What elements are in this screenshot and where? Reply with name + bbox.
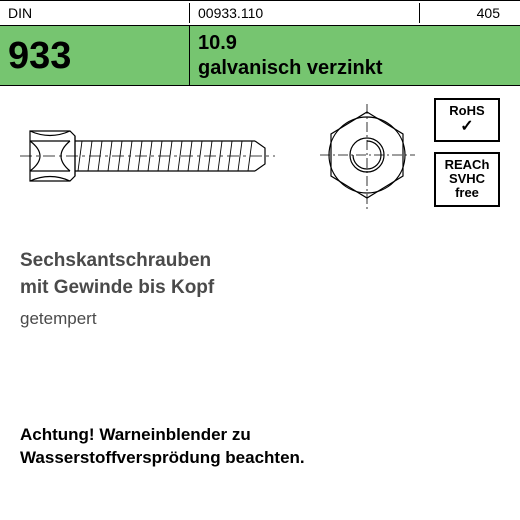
warning-line2: Wasserstoffversprödung beachten. xyxy=(20,447,305,470)
hexagon-axial-icon xyxy=(320,104,415,209)
badges: RoHS ✓ REACh SVHC free xyxy=(434,98,500,207)
green-right: 10.9 galvanisch verzinkt xyxy=(190,26,520,85)
reach-badge: REACh SVHC free xyxy=(434,152,500,207)
desc-title: Sechskantschrauben xyxy=(20,248,214,275)
reach-line2: SVHC xyxy=(438,172,496,186)
warning-line1: Achtung! Warneinblender zu xyxy=(20,424,305,447)
warning-block: Achtung! Warneinblender zu Wasserstoffve… xyxy=(20,424,305,470)
header-code: 00933.110 xyxy=(190,3,420,23)
check-icon: ✓ xyxy=(438,118,496,136)
rohs-badge: RoHS ✓ xyxy=(434,98,500,142)
header-row: DIN 00933.110 405 xyxy=(0,0,520,26)
grade-text: 10.9 xyxy=(198,32,512,55)
diagram-area: RoHS ✓ REACh SVHC free xyxy=(0,86,520,226)
bolt-side-icon xyxy=(20,116,280,206)
reach-line1: REACh xyxy=(438,158,496,172)
header-right-code: 405 xyxy=(420,3,520,23)
header-din-label: DIN xyxy=(0,3,190,23)
din-number: 933 xyxy=(8,37,181,75)
description-block: Sechskantschrauben mit Gewinde bis Kopf … xyxy=(20,248,214,331)
green-row: 933 10.9 galvanisch verzinkt xyxy=(0,26,520,86)
desc-sub: getempert xyxy=(20,307,214,331)
rohs-label: RoHS xyxy=(438,104,496,118)
finish-text: galvanisch verzinkt xyxy=(198,57,512,80)
desc-line2: mit Gewinde bis Kopf xyxy=(20,275,214,302)
green-left: 933 xyxy=(0,26,190,85)
reach-line3: free xyxy=(438,186,496,200)
